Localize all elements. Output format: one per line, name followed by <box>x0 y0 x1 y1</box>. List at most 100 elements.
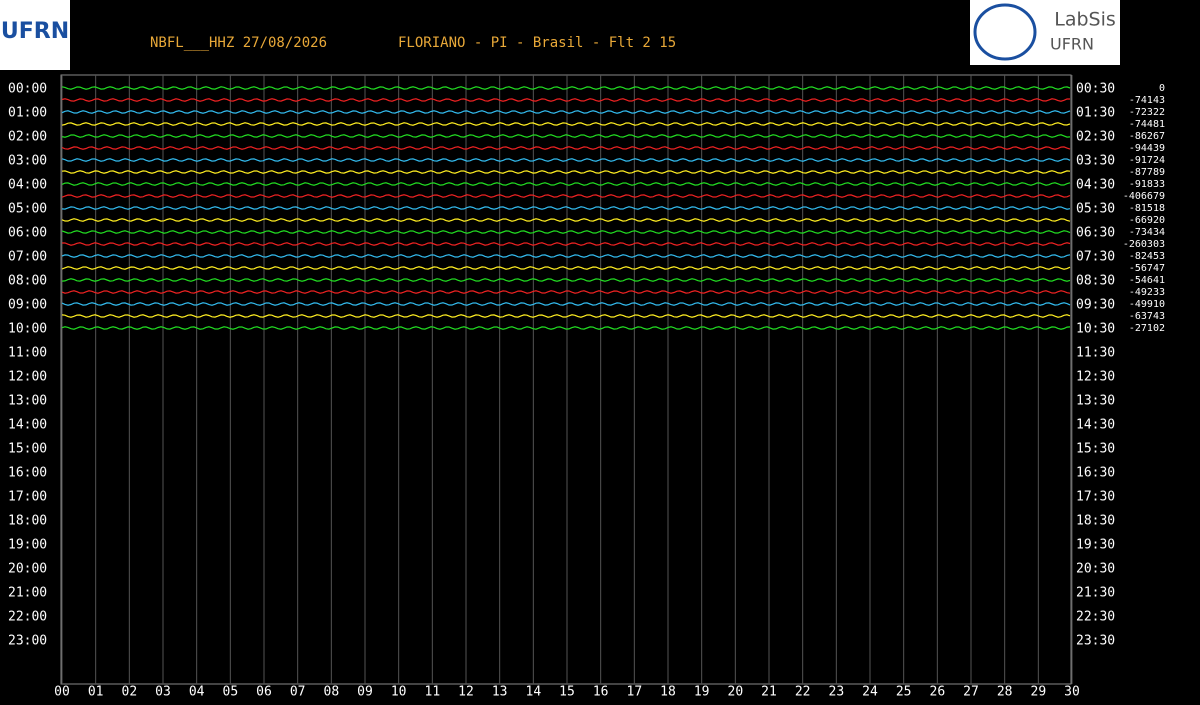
x-tick-label: 03 <box>155 685 171 700</box>
row-label-right: 21:30 <box>1076 586 1115 601</box>
row-label-right: 07:30 <box>1076 250 1115 265</box>
offset-label: -72322 <box>1129 107 1165 118</box>
offset-label: -66920 <box>1129 215 1165 226</box>
x-tick-label: 02 <box>122 685 138 700</box>
plot-frame <box>60 74 1072 685</box>
trace <box>61 230 1071 234</box>
offset-label: -406679 <box>1123 191 1165 202</box>
x-tick-label: 16 <box>593 685 609 700</box>
row-label-left: 20:00 <box>8 562 47 577</box>
x-tick-label: 17 <box>627 685 643 700</box>
row-label-left: 21:00 <box>8 586 47 601</box>
x-tick-label: 06 <box>256 685 272 700</box>
row-label-right: 19:30 <box>1076 538 1115 553</box>
trace <box>61 254 1071 258</box>
row-label-left: 23:00 <box>8 634 47 649</box>
row-label-left: 09:00 <box>8 298 47 313</box>
row-label-left: 18:00 <box>8 514 47 529</box>
row-label-right: 13:30 <box>1076 394 1115 409</box>
row-label-right: 02:30 <box>1076 130 1115 145</box>
row-label-right: 18:30 <box>1076 514 1115 529</box>
row-label-left: 13:00 <box>8 394 47 409</box>
row-label-left: 03:00 <box>8 154 47 169</box>
trace <box>61 266 1071 270</box>
x-tick-label: 00 <box>54 685 70 700</box>
trace <box>61 158 1071 162</box>
row-label-left: 02:00 <box>8 130 47 145</box>
trace <box>61 182 1071 186</box>
x-tick-label: 26 <box>930 685 946 700</box>
offset-label: -27102 <box>1129 323 1165 334</box>
offset-label: -82453 <box>1129 251 1165 262</box>
trace <box>61 146 1071 150</box>
x-tick-label: 07 <box>290 685 306 700</box>
x-tick-label: 21 <box>761 685 777 700</box>
row-label-right: 17:30 <box>1076 490 1115 505</box>
row-label-left: 07:00 <box>8 250 47 265</box>
station-title: NBFL___HHZ 27/08/2026 <box>150 35 327 51</box>
x-tick-label: 30 <box>1064 685 1080 700</box>
row-label-right: 03:30 <box>1076 154 1115 169</box>
logo-left: UFRN <box>1 19 69 44</box>
row-label-left: 15:00 <box>8 442 47 457</box>
row-label-left: 11:00 <box>8 346 47 361</box>
trace <box>61 110 1071 114</box>
x-tick-label: 25 <box>896 685 912 700</box>
trace <box>61 290 1071 294</box>
offset-label: -49910 <box>1129 299 1165 310</box>
offset-label: -54641 <box>1129 275 1165 286</box>
trace <box>61 170 1071 174</box>
trace <box>61 206 1071 210</box>
x-tick-label: 23 <box>829 685 845 700</box>
row-label-right: 05:30 <box>1076 202 1115 217</box>
offset-label: -63743 <box>1129 311 1165 322</box>
row-label-left: 22:00 <box>8 610 47 625</box>
offset-label: -91724 <box>1129 155 1165 166</box>
x-tick-label: 12 <box>458 685 474 700</box>
row-label-left: 16:00 <box>8 466 47 481</box>
trace <box>61 314 1071 318</box>
offset-label: -81518 <box>1129 203 1165 214</box>
offset-label: -94439 <box>1129 143 1165 154</box>
x-tick-label: 05 <box>223 685 239 700</box>
x-tick-label: 04 <box>189 685 205 700</box>
trace <box>61 218 1071 222</box>
logo-right-box <box>970 0 1120 65</box>
offset-label: -74143 <box>1129 95 1165 106</box>
row-label-right: 11:30 <box>1076 346 1115 361</box>
station-subtitle: FLORIANO - PI - Brasil - Flt 2 15 <box>398 35 676 51</box>
row-label-left: 04:00 <box>8 178 47 193</box>
trace <box>61 302 1071 306</box>
logo-left-box <box>0 0 70 70</box>
row-label-right: 01:30 <box>1076 106 1115 121</box>
row-label-left: 06:00 <box>8 226 47 241</box>
x-tick-label: 27 <box>963 685 979 700</box>
x-tick-label: 09 <box>357 685 373 700</box>
logo-ring <box>973 3 1037 61</box>
x-tick-label: 24 <box>862 685 878 700</box>
trace <box>61 122 1071 126</box>
x-tick-label: 28 <box>997 685 1013 700</box>
offset-label: -86267 <box>1129 131 1165 142</box>
x-tick-label: 20 <box>728 685 744 700</box>
trace <box>62 242 1071 246</box>
row-label-right: 14:30 <box>1076 418 1115 433</box>
row-label-left: 10:00 <box>8 322 47 337</box>
offset-label: -74481 <box>1129 119 1165 130</box>
x-tick-label: 08 <box>324 685 340 700</box>
trace <box>61 278 1071 282</box>
row-label-left: 08:00 <box>8 274 47 289</box>
row-label-right: 04:30 <box>1076 178 1115 193</box>
row-label-right: 00:30 <box>1076 82 1115 97</box>
trace <box>61 134 1071 138</box>
offset-label: -260303 <box>1123 239 1165 250</box>
row-label-right: 12:30 <box>1076 370 1115 385</box>
row-label-right: 09:30 <box>1076 298 1115 313</box>
row-label-right: 08:30 <box>1076 274 1115 289</box>
row-label-right: 23:30 <box>1076 634 1115 649</box>
row-label-left: 17:00 <box>8 490 47 505</box>
x-tick-label: 01 <box>88 685 104 700</box>
x-tick-label: 15 <box>559 685 575 700</box>
